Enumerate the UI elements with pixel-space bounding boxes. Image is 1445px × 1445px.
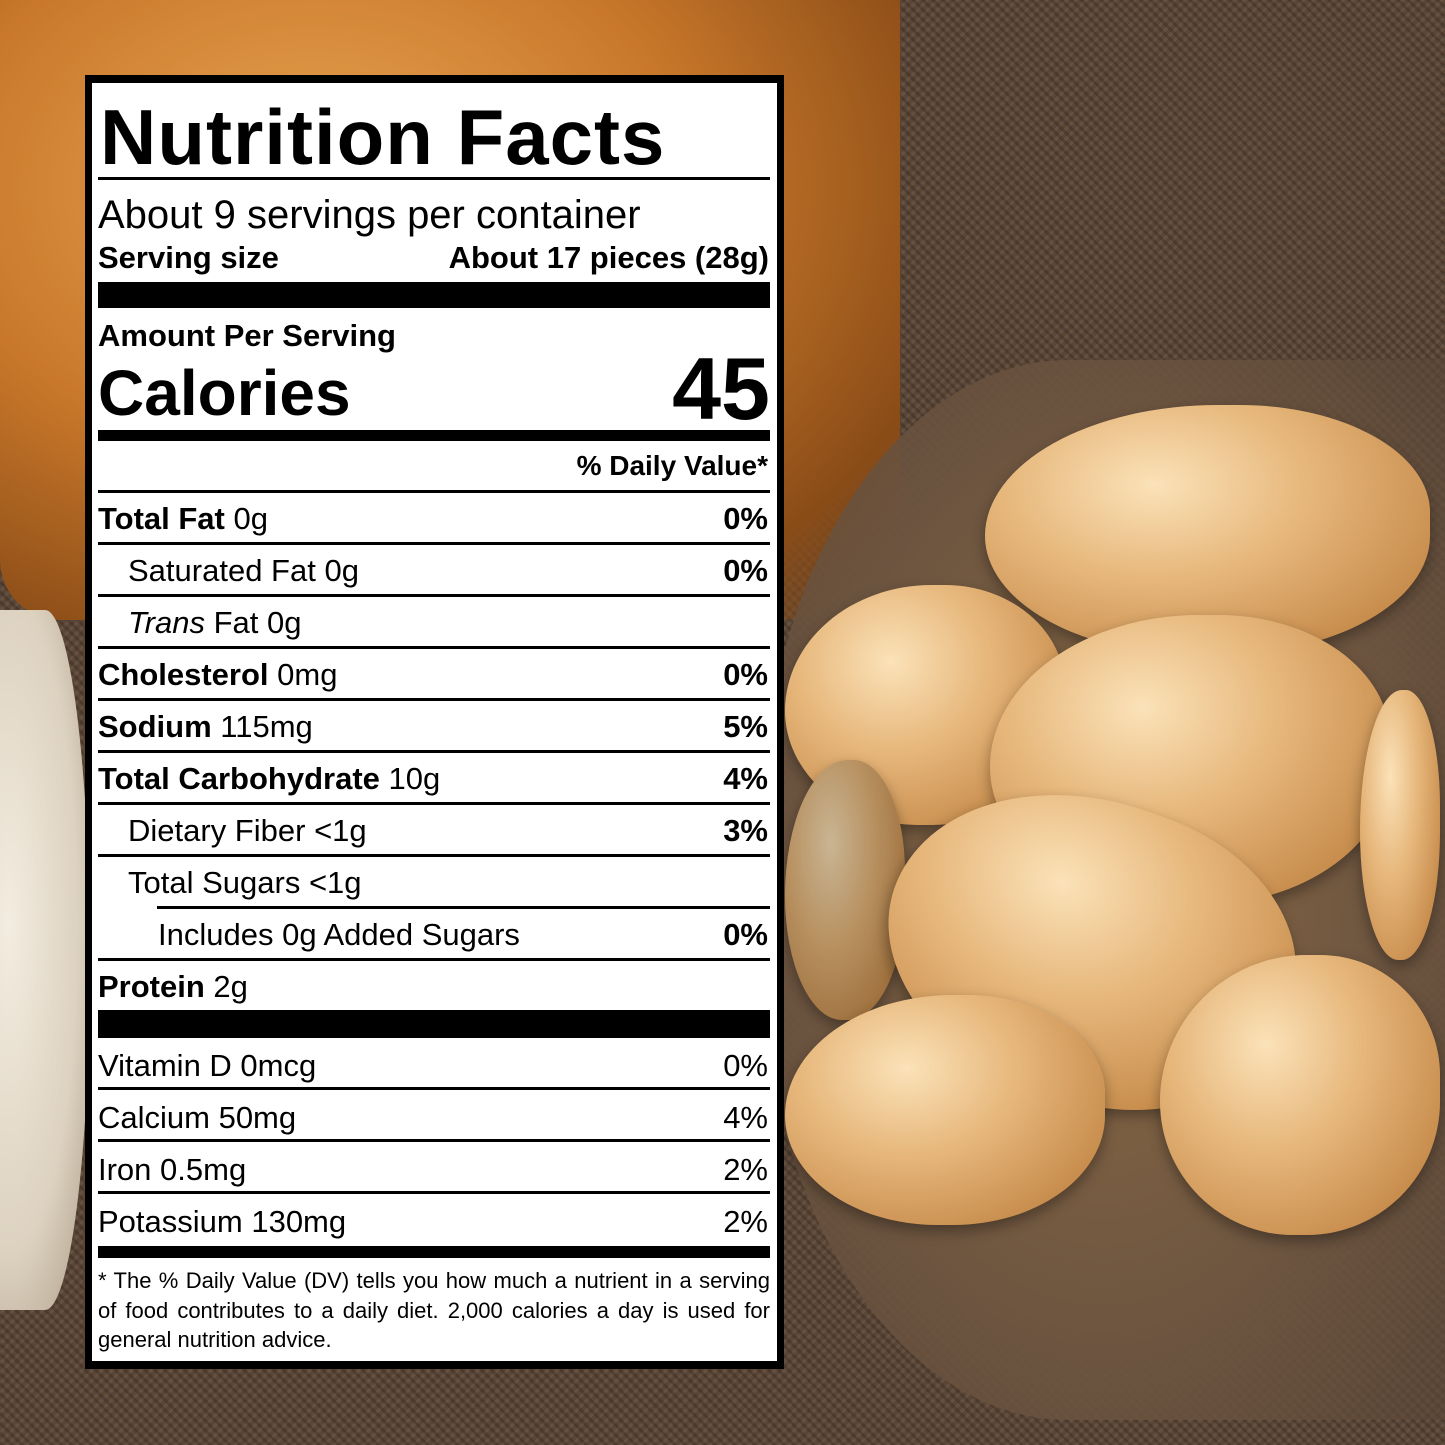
nutrient-name: Includes 0g Added Sugars [158,917,520,953]
servings-per-container: About 9 servings per container [98,193,641,237]
nutrient-row: Cholesterol 0mg 0% [98,649,770,701]
nutrient-label: Cholesterol [98,657,269,692]
vitamin-name: Potassium 130mg [98,1204,347,1239]
vitamin-name: Vitamin D 0mcg [98,1048,317,1083]
nutrient-daily-value: 0% [723,657,768,692]
nutrient-name: Protein 2g [98,969,248,1005]
medium-divider [98,1246,770,1258]
daily-value-header: % Daily Value* [576,450,768,481]
nutrient-name: Trans Fat 0g [128,605,301,641]
label-title: Nutrition Facts [100,93,666,181]
nutrient-name-italic: Trans [128,605,205,640]
vitamin-daily-value: 2% [723,1204,768,1239]
vitamin-row: Vitamin D 0mcg 0% [98,1038,770,1090]
nutrient-daily-value: 0% [723,501,768,536]
nutrient-label: Dietary Fiber [128,813,306,848]
nutrient-label: Saturated Fat [128,553,316,588]
nutrient-amount: 0g [324,553,359,588]
amount-per-serving: Amount Per Serving [98,318,396,353]
nutrient-label: Fat [213,605,259,640]
nutrient-amount: 0g [267,605,302,640]
nutrient-daily-value: 5% [723,709,768,744]
calories-label: Calories [98,357,351,429]
serving-size-label: Serving size [98,240,279,275]
nutrient-row: Saturated Fat 0g 0% [98,545,770,597]
calories-value: 45 [672,339,770,438]
garlic-clove [785,760,905,1020]
nutrient-name: Sodium 115mg [98,709,313,745]
nutrient-row: Protein 2g [98,961,770,1010]
vitamin-daily-value: 0% [723,1048,768,1083]
nutrient-row: Total Carbohydrate 10g 4% [98,753,770,805]
garlic-clove [1360,690,1440,960]
nutrient-amount: 115mg [220,709,313,744]
nutrient-row: Trans Fat 0g [98,597,770,649]
vitamin-daily-value: 2% [723,1152,768,1187]
vitamin-row: Potassium 130mg 2% [98,1194,770,1243]
nutrient-row: Dietary Fiber <1g 3% [98,805,770,857]
serving-size-value: About 17 pieces (28g) [448,240,769,275]
garlic-clove [785,995,1105,1225]
nutrient-amount: 10g [388,761,441,796]
garlic-clove [985,405,1430,655]
vitamin-name: Calcium 50mg [98,1100,297,1135]
nutrient-row: Sodium 115mg 5% [98,701,770,753]
nutrient-label: Total Fat [98,501,225,536]
nutrient-amount: 0g [233,501,268,536]
divider [98,490,770,493]
nutrient-name: Total Fat 0g [98,501,268,537]
nutrient-label: Sodium [98,709,212,744]
nutrient-row: Includes 0g Added Sugars 0% [98,909,770,961]
nutrient-daily-value: 4% [723,761,768,796]
thick-divider [98,282,770,308]
nutrient-row: Total Fat 0g 0% [98,493,770,545]
garlic-clove [1160,955,1440,1235]
nutrient-name: Total Sugars <1g [128,865,362,901]
nutrient-amount: <1g [314,813,367,848]
nutrient-label: Total Sugars [128,865,301,900]
thick-divider [98,1010,770,1038]
divider [98,177,770,180]
vitamin-row: Calcium 50mg 4% [98,1090,770,1142]
vitamin-name: Iron 0.5mg [98,1152,247,1187]
garlic-bulb [0,610,90,1310]
nutrient-amount: 2g [213,969,248,1004]
nutrient-daily-value: 0% [723,917,768,952]
vitamin-row: Iron 0.5mg 2% [98,1142,770,1194]
nutrient-name: Cholesterol 0mg [98,657,337,693]
nutrient-name: Dietary Fiber <1g [128,813,367,849]
nutrient-daily-value: 0% [723,553,768,588]
nutrient-name: Total Carbohydrate 10g [98,761,440,797]
vitamin-daily-value: 4% [723,1100,768,1135]
nutrient-label: Protein [98,969,205,1004]
footnote: * The % Daily Value (DV) tells you how m… [98,1268,770,1352]
nutrient-name: Saturated Fat 0g [128,553,359,589]
nutrient-amount: 0mg [277,657,338,692]
nutrient-daily-value: 3% [723,813,768,848]
nutrient-amount: <1g [308,865,362,900]
nutrient-row: Total Sugars <1g [128,857,770,909]
medium-divider [98,430,770,441]
nutrient-label: Includes 0g Added Sugars [158,917,520,952]
nutrient-label: Total Carbohydrate [98,761,380,796]
